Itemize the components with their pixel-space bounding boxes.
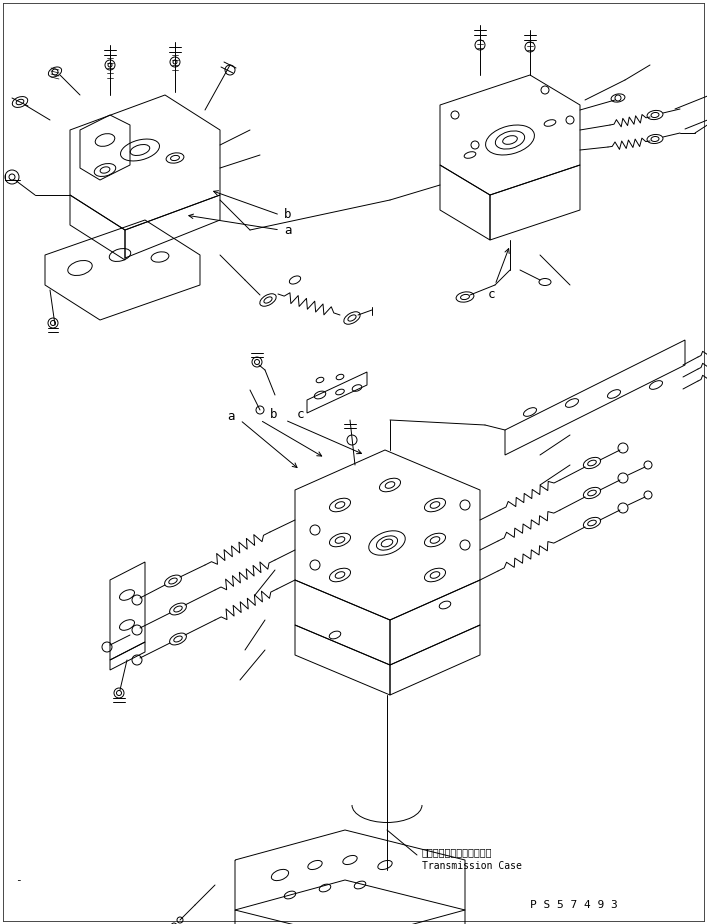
Text: a: a: [284, 224, 291, 237]
Text: -: -: [15, 875, 22, 885]
Text: トランスミッションケース: トランスミッションケース: [422, 847, 493, 857]
Text: Transmission Case: Transmission Case: [422, 861, 522, 871]
Text: P S 5 7 4 9 3: P S 5 7 4 9 3: [530, 900, 618, 910]
Text: b: b: [284, 209, 291, 222]
Text: c: c: [488, 288, 496, 301]
Text: a: a: [227, 409, 235, 422]
Text: c: c: [297, 408, 305, 421]
Text: b: b: [270, 408, 278, 421]
